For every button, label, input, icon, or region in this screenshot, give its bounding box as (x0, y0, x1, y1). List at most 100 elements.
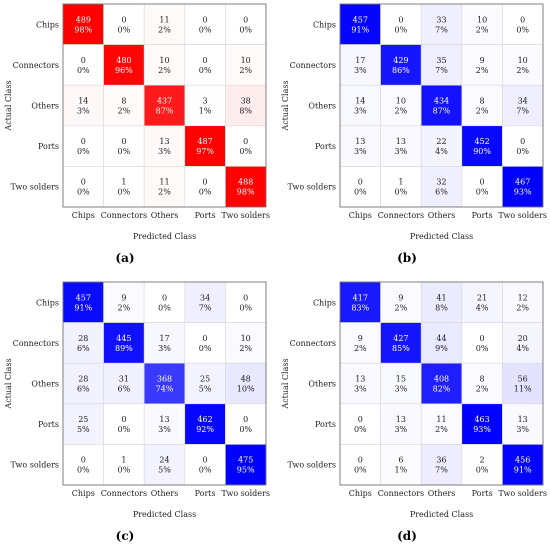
matrix-cell (184, 3, 226, 45)
cell-count: 9 (121, 293, 126, 302)
matrix-cell (380, 3, 422, 45)
cell-percent: 0% (239, 425, 252, 434)
matrix-cell (143, 84, 186, 127)
cell-percent: 89% (115, 344, 133, 353)
y-axis-title: Actual Class (281, 358, 290, 409)
cell-count: 0 (203, 56, 208, 65)
cell-percent: 6% (77, 385, 90, 394)
panel-label: (c) (116, 529, 135, 543)
cell-count: 0 (121, 137, 126, 146)
panel-label: (a) (115, 251, 134, 265)
cell-count: 10 (159, 56, 169, 65)
matrix-cell (339, 444, 381, 486)
cell-percent: 0% (476, 344, 489, 353)
matrix-cell (62, 44, 104, 86)
cell-count: 1 (121, 178, 126, 187)
matrix-cell (380, 362, 422, 405)
matrix-cell (62, 444, 104, 486)
cell-percent: 6% (77, 344, 90, 353)
cell-count: 0 (243, 415, 248, 424)
matrix-cell (225, 44, 267, 86)
confusion-matrix-3: 45791%92%00%347%00%286%44589%173%00%102%… (4, 281, 270, 543)
cell-count: 25 (78, 415, 88, 424)
cell-count: 8 (480, 375, 485, 384)
cell-percent: 3% (158, 344, 171, 353)
cell-percent: 3% (158, 147, 171, 156)
cell-count: 0 (81, 456, 86, 465)
matrix-cell (339, 44, 381, 86)
cell-percent: 7% (435, 66, 448, 75)
col-label-others: Others (151, 489, 179, 498)
cell-percent: 0% (476, 188, 489, 197)
cell-percent: 0% (199, 25, 212, 34)
cell-percent: 3% (77, 107, 90, 116)
row-label-ports: Ports (315, 142, 336, 151)
cell-percent: 0% (77, 466, 90, 475)
cell-count: 32 (436, 178, 446, 187)
cell-percent: 8% (435, 303, 448, 312)
cell-percent: 0% (199, 466, 212, 475)
cell-percent: 91% (351, 25, 369, 34)
cell-percent: 3% (354, 66, 367, 75)
cell-count: 17 (355, 56, 365, 65)
cell-percent: 9% (435, 344, 448, 353)
cell-percent: 8% (239, 107, 252, 116)
cell-percent: 0% (354, 466, 367, 475)
cell-count: 36 (436, 456, 446, 465)
col-label-connectors: Connectors (378, 211, 424, 220)
cell-count: 11 (436, 415, 446, 424)
cell-count: 0 (358, 415, 363, 424)
col-label-chips: Chips (72, 489, 95, 498)
cell-count: 14 (78, 97, 88, 106)
cell-percent: 3% (395, 385, 408, 394)
cell-count: 34 (200, 293, 210, 302)
matrix-cell (103, 3, 145, 45)
cell-percent: 2% (118, 107, 131, 116)
cell-percent: 83% (351, 303, 369, 312)
cell-percent: 0% (158, 303, 171, 312)
cell-percent: 7% (199, 303, 212, 312)
cell-count: 9 (480, 56, 485, 65)
matrix-cell (103, 166, 145, 208)
x-axis-title: Predicted Class (133, 232, 196, 241)
col-label-connectors: Connectors (101, 211, 147, 220)
cell-count: 48 (241, 375, 251, 384)
cell-percent: 7% (516, 107, 529, 116)
matrix-cell (184, 362, 226, 405)
cell-count: 0 (162, 293, 167, 302)
col-label-ports: Ports (472, 489, 493, 498)
matrix-cell (380, 403, 422, 445)
row-label-others: Others (31, 380, 59, 389)
cell-percent: 74% (156, 385, 174, 394)
cell-percent: 0% (118, 188, 131, 197)
cell-percent: 2% (118, 303, 131, 312)
cell-count: 0 (358, 178, 363, 187)
panel-label: (b) (397, 251, 417, 265)
row-label-others: Others (31, 102, 59, 111)
col-label-chips: Chips (72, 211, 95, 220)
matrix-cell (420, 444, 463, 486)
col-label-two-solders: Two solders (498, 211, 547, 220)
cell-count: 28 (78, 375, 88, 384)
matrix-cell (502, 322, 544, 364)
matrix-cell (143, 166, 186, 208)
matrix-cell (461, 166, 503, 208)
cell-count: 10 (396, 97, 406, 106)
cell-count: 6 (398, 456, 403, 465)
cell-count: 10 (477, 15, 487, 24)
matrix-cell (103, 84, 145, 127)
cell-percent: 0% (199, 66, 212, 75)
matrix-cell (380, 125, 422, 167)
row-label-connectors: Connectors (13, 339, 59, 348)
cell-percent: 2% (476, 66, 489, 75)
cell-count: 463 (474, 415, 489, 424)
cell-count: 20 (518, 334, 528, 343)
cell-count: 21 (477, 293, 487, 302)
cell-percent: 4% (476, 303, 489, 312)
matrix-cell (502, 44, 544, 86)
cell-percent: 2% (158, 188, 171, 197)
cell-percent: 2% (476, 25, 489, 34)
cell-percent: 0% (77, 66, 90, 75)
cell-percent: 3% (158, 425, 171, 434)
cell-count: 13 (355, 137, 365, 146)
